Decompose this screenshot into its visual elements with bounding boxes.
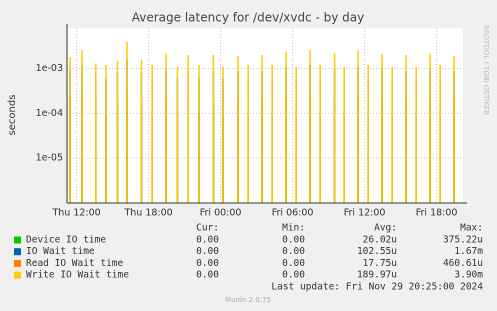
x-tick-label: Fri 06:00 xyxy=(272,208,314,219)
x-tick-label: Thu 12:00 xyxy=(51,208,100,219)
legend-label: Device IO time xyxy=(26,235,106,246)
y-tick-label: 1e-03 xyxy=(36,63,63,74)
stat-value: 189.97u xyxy=(357,270,397,281)
stat-header: Cur: xyxy=(196,223,219,234)
x-tick-label: Fri 12:00 xyxy=(344,208,386,219)
legend-swatch xyxy=(14,259,21,267)
stat-value: 375.22u xyxy=(443,235,483,246)
stat-value: 0.00 xyxy=(282,270,305,281)
stat-value: 0.00 xyxy=(196,258,219,269)
side-text: RRDTOOL / TOBI OETIKER xyxy=(482,25,490,115)
stat-value: 3.90m xyxy=(454,270,483,281)
stat-value: 0.00 xyxy=(282,258,305,269)
stat-header: Max: xyxy=(460,223,483,234)
plot-area xyxy=(67,28,463,203)
x-tick-label: Thu 18:00 xyxy=(123,208,172,219)
y-tick-label: 1e-04 xyxy=(36,108,63,119)
stat-value: 0.00 xyxy=(196,235,219,246)
footer: Munin 2.0.75 xyxy=(225,296,271,304)
stat-value: 102.55u xyxy=(357,246,397,257)
stat-value: 0.00 xyxy=(282,246,305,257)
legend-label: Read IO Wait time xyxy=(26,258,124,269)
last-update: Last update: Fri Nov 29 20:25:00 2024 xyxy=(271,282,483,293)
stat-value: 0.00 xyxy=(196,246,219,257)
y-tick-label: 1e-05 xyxy=(36,153,63,164)
stat-header: Min: xyxy=(282,223,305,234)
legend-swatch xyxy=(14,271,21,279)
stat-value: 26.02u xyxy=(363,235,397,246)
stat-value: 1.67m xyxy=(454,246,483,257)
stat-value: 0.00 xyxy=(196,270,219,281)
y-axis-label: seconds xyxy=(7,95,18,136)
stat-header: Avg: xyxy=(374,223,397,234)
stat-value: 17.75u xyxy=(363,258,397,269)
stat-value: 460.61u xyxy=(443,258,483,269)
legend-label: IO Wait time xyxy=(26,246,95,257)
stat-value: 0.00 xyxy=(282,235,305,246)
x-tick-label: Fri 18:00 xyxy=(416,208,458,219)
legend-swatch xyxy=(14,248,21,256)
legend-label: Write IO Wait time xyxy=(26,270,129,281)
x-tick-label: Fri 00:00 xyxy=(200,208,242,219)
legend-swatch xyxy=(14,236,21,244)
chart-title: Average latency for /dev/xvdc - by day xyxy=(132,11,364,25)
